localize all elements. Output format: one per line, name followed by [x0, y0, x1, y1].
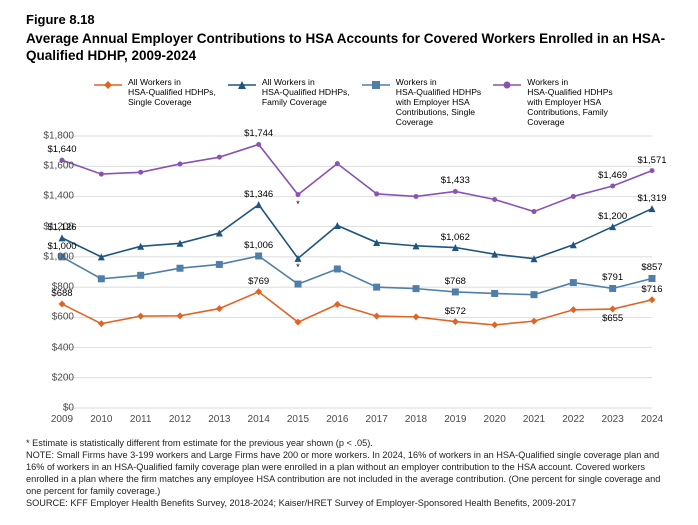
figure-title: Average Annual Employer Contributions to… [26, 30, 666, 65]
x-tick-label: 2018 [396, 414, 436, 425]
data-point-label: $1,319 [637, 193, 666, 204]
legend-label: All Workers in HSA-Qualified HDHPs, Sing… [128, 78, 216, 108]
source-text: SOURCE: KFF Employer Health Benefits Sur… [26, 498, 670, 510]
data-point-label: $716 [641, 284, 662, 295]
x-tick-label: 2019 [435, 414, 475, 425]
x-tick-label: 2023 [593, 414, 633, 425]
legend-item: Workers in HSA-Qualified HDHPs with Empl… [362, 78, 481, 127]
legend-label: Workers in HSA-Qualified HDHPs with Empl… [396, 78, 481, 127]
y-tick-label: $200 [30, 372, 74, 383]
figure-label: Figure 8.18 [26, 12, 95, 27]
y-tick-label: $1,800 [30, 131, 74, 142]
y-tick-label: $0 [30, 403, 74, 414]
data-point-label: $1,200 [598, 211, 627, 222]
data-point-label: * [296, 262, 300, 273]
data-point-label: $768 [445, 276, 466, 287]
x-tick-label: 2012 [160, 414, 200, 425]
x-tick-label: 2014 [239, 414, 279, 425]
x-tick-label: 2021 [514, 414, 554, 425]
figure-container: Figure 8.18 Average Annual Employer Cont… [0, 0, 698, 525]
data-point-label: $1,469 [598, 170, 627, 181]
data-point-label: $1,744 [244, 128, 273, 139]
y-tick-label: $400 [30, 342, 74, 353]
x-tick-label: 2020 [475, 414, 515, 425]
legend-item: All Workers in HSA-Qualified HDHPs, Sing… [94, 78, 216, 127]
x-tick-label: 2013 [199, 414, 239, 425]
line-chart-svg [48, 132, 666, 412]
data-point-label: $1,006 [244, 240, 273, 251]
x-tick-label: 2009 [42, 414, 82, 425]
y-tick-label: $1,000 [30, 251, 74, 262]
data-point-label: * [296, 199, 300, 210]
note-text: NOTE: Small Firms have 3-199 workers and… [26, 450, 670, 498]
data-point-label: $655 [602, 313, 623, 324]
x-tick-label: 2017 [357, 414, 397, 425]
data-point-label: $1,126 [47, 222, 76, 233]
y-tick-label: $1,600 [30, 161, 74, 172]
x-tick-label: 2011 [121, 414, 161, 425]
data-point-label: $1,571 [637, 155, 666, 166]
x-tick-label: 2024 [632, 414, 672, 425]
data-point-label: $769 [248, 276, 269, 287]
chart-area [48, 132, 666, 412]
y-tick-label: $600 [30, 312, 74, 323]
legend-label: All Workers in HSA-Qualified HDHPs, Fami… [262, 78, 350, 108]
data-point-label: $1,640 [47, 144, 76, 155]
data-point-label: $1,346 [244, 189, 273, 200]
data-point-label: $572 [445, 306, 466, 317]
legend-item: All Workers in HSA-Qualified HDHPs, Fami… [228, 78, 350, 127]
data-point-label: $1,000 [47, 241, 76, 252]
x-tick-label: 2016 [317, 414, 357, 425]
x-tick-label: 2015 [278, 414, 318, 425]
x-tick-label: 2010 [81, 414, 121, 425]
x-tick-label: 2022 [553, 414, 593, 425]
data-point-label: $791 [602, 272, 623, 283]
data-point-label: $857 [641, 262, 662, 273]
figure-notes: * Estimate is statistically different fr… [26, 438, 670, 510]
y-tick-label: $1,400 [30, 191, 74, 202]
legend-item: Workers in HSA-Qualified HDHPs with Empl… [493, 78, 612, 127]
chart-legend: All Workers in HSA-Qualified HDHPs, Sing… [94, 78, 674, 127]
data-point-label: $1,433 [441, 175, 470, 186]
data-point-label: $688 [51, 288, 72, 299]
asterisk-note: * Estimate is statistically different fr… [26, 438, 670, 450]
legend-label: Workers in HSA-Qualified HDHPs with Empl… [527, 78, 612, 127]
data-point-label: $1,062 [441, 232, 470, 243]
